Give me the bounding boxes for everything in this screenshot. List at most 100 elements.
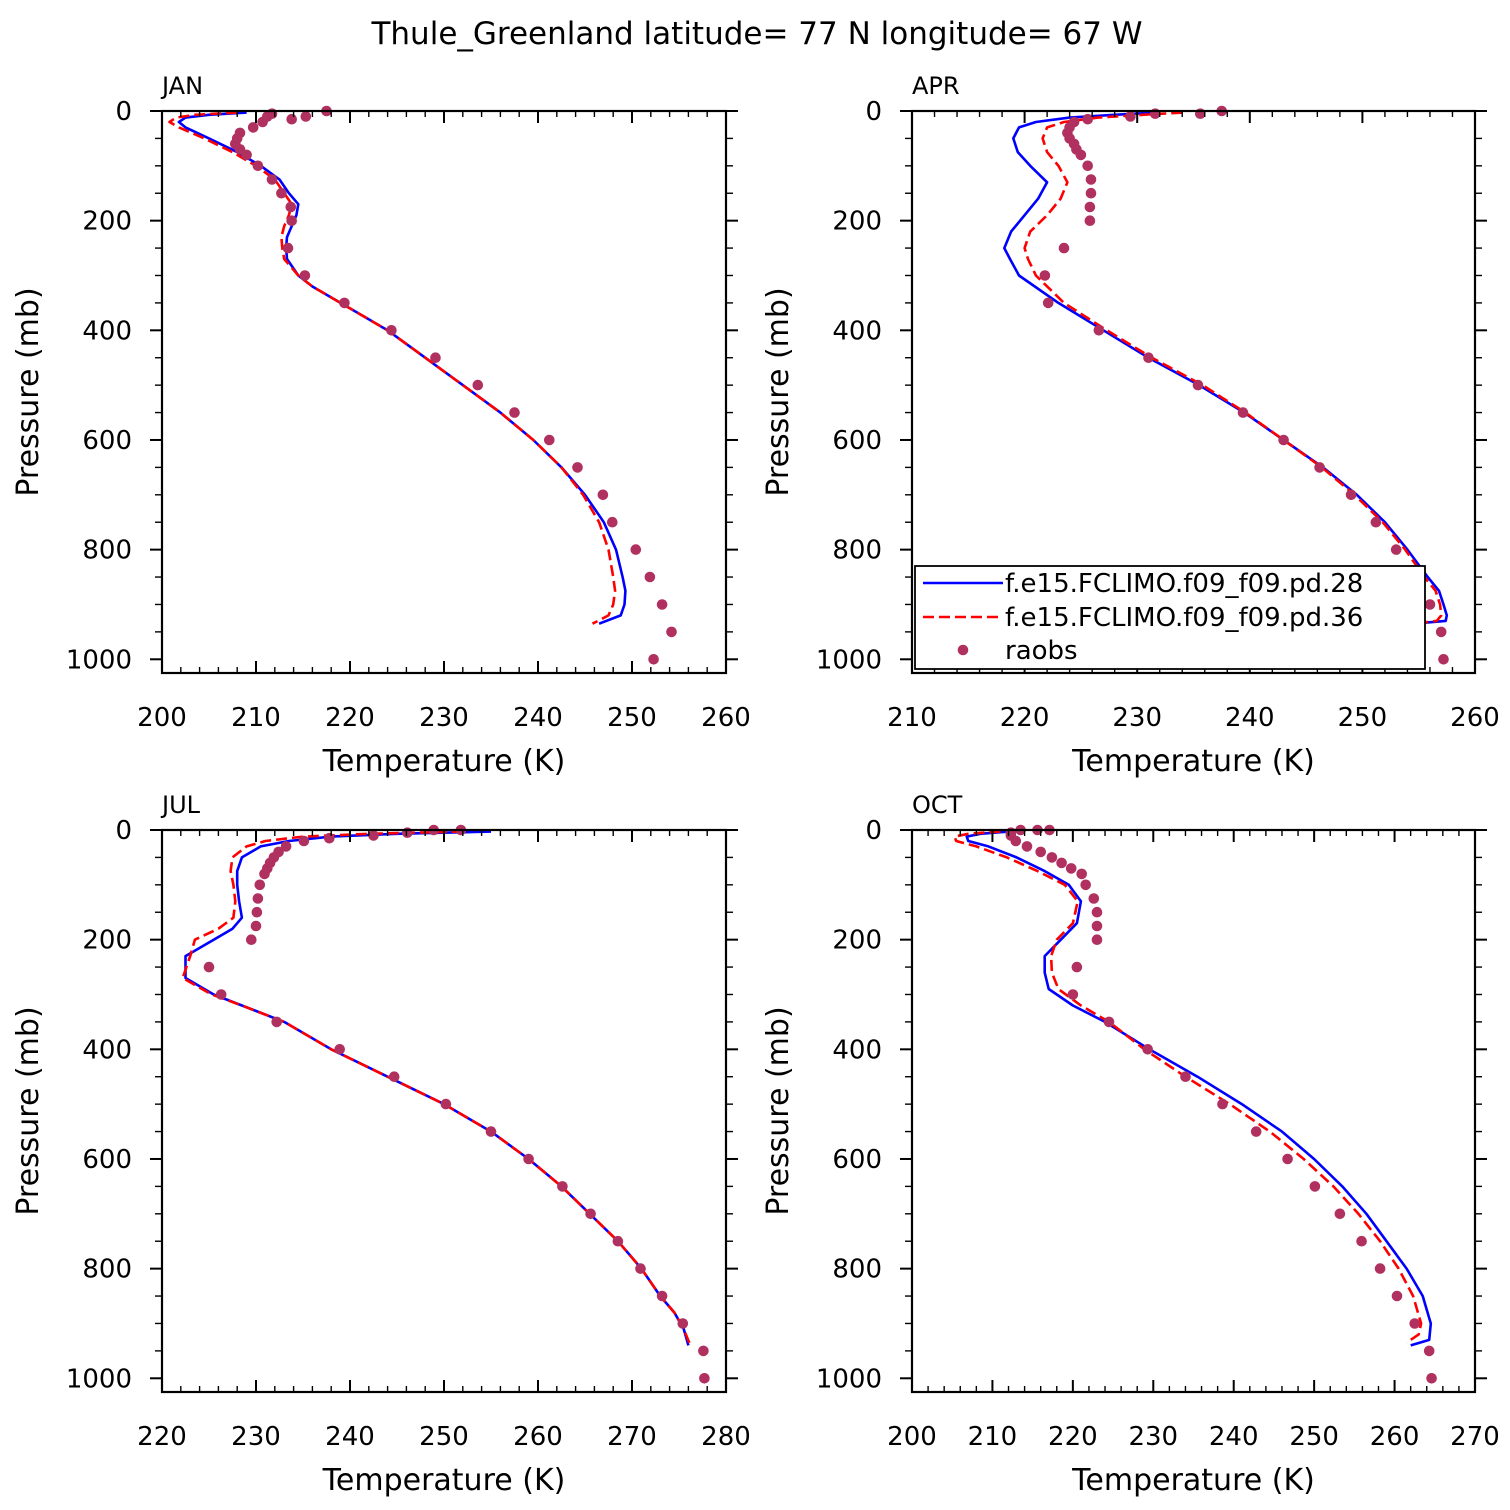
raobs-point bbox=[1082, 160, 1093, 172]
raobs-point bbox=[250, 920, 262, 932]
raobs-point bbox=[585, 1208, 596, 1220]
raobs-point bbox=[1314, 462, 1325, 473]
raobs-point bbox=[368, 830, 379, 841]
x-tick-label: 200 bbox=[137, 703, 187, 733]
y-tick-label: 0 bbox=[115, 816, 132, 846]
y-tick-label: 200 bbox=[832, 207, 882, 237]
x-axis-title-apr: Temperature (K) bbox=[1071, 744, 1315, 779]
y-tick-label: 400 bbox=[832, 316, 882, 346]
raobs-point bbox=[1021, 841, 1033, 852]
y-tick-label: 1000 bbox=[66, 645, 132, 675]
raobs-point bbox=[597, 489, 609, 501]
raobs-point bbox=[1080, 879, 1091, 891]
raobs-point bbox=[1424, 599, 1436, 610]
raobs-point bbox=[523, 1153, 534, 1165]
raobs-point bbox=[666, 626, 677, 638]
x-axis-title-oct: Temperature (K) bbox=[1071, 1463, 1315, 1498]
raobs-point bbox=[1192, 379, 1204, 391]
raobs-point bbox=[203, 961, 215, 973]
raobs-point bbox=[1085, 174, 1097, 185]
y-tick-label: 200 bbox=[832, 926, 882, 956]
x-tick-label: 230 bbox=[1112, 703, 1162, 733]
x-tick-label: 220 bbox=[1048, 1422, 1098, 1452]
raobs-point bbox=[286, 215, 298, 226]
series-28-line-jul bbox=[184, 830, 690, 1346]
x-tick-label: 210 bbox=[887, 703, 937, 733]
y-tick-label: 1000 bbox=[816, 1364, 882, 1394]
raobs-point bbox=[1374, 1263, 1386, 1274]
raobs-point bbox=[1426, 1373, 1437, 1384]
y-tick-label: 200 bbox=[82, 926, 132, 956]
raobs-point bbox=[544, 434, 555, 446]
legend-label: raobs bbox=[1005, 636, 1078, 666]
raobs-point bbox=[1039, 270, 1051, 281]
legend-label: f.e15.FCLIMO.f09_f09.pd.28 bbox=[1005, 569, 1363, 599]
panel-apr: APR 210 220 230 240 250 260 0 200 400 600 800 1000 Te… bbox=[761, 72, 1500, 779]
raobs-point bbox=[1237, 407, 1249, 418]
panel-label-jan: JAN bbox=[160, 72, 203, 100]
x-tick-label: 240 bbox=[1225, 703, 1275, 733]
raobs-point bbox=[282, 242, 294, 254]
y-axis-title-oct: Pressure (mb) bbox=[761, 1006, 796, 1215]
raobs-point bbox=[1125, 111, 1136, 122]
raobs-point bbox=[1370, 516, 1382, 528]
raobs-point bbox=[257, 116, 268, 128]
x-tick-label: 240 bbox=[513, 703, 563, 733]
raobs-point bbox=[1438, 654, 1449, 665]
raobs-point bbox=[1076, 868, 1087, 880]
raobs-point bbox=[656, 1290, 668, 1302]
raobs-markers-jan bbox=[230, 105, 677, 665]
y-tick-label: 400 bbox=[82, 316, 132, 346]
raobs-point bbox=[299, 270, 311, 281]
raobs-point bbox=[509, 407, 520, 418]
series-28-line-apr bbox=[1002, 111, 1449, 625]
raobs-point bbox=[1309, 1181, 1321, 1192]
y-tick-label: 400 bbox=[832, 1035, 882, 1065]
y-tick-label: 1000 bbox=[816, 645, 882, 675]
legend: f.e15.FCLIMO.f09_f09.pd.28 f.e15.FCLIMO.f… bbox=[914, 565, 1426, 670]
x-tick-label: 280 bbox=[701, 1422, 751, 1452]
raobs-point bbox=[1390, 544, 1402, 555]
raobs-point bbox=[1345, 489, 1357, 501]
x-tick-label: 240 bbox=[1209, 1422, 1259, 1452]
axes-frame-jan bbox=[160, 109, 728, 675]
raobs-point bbox=[386, 325, 397, 336]
y-tick-label: 800 bbox=[832, 536, 882, 566]
raobs-point bbox=[1046, 852, 1058, 863]
raobs-point bbox=[1143, 352, 1154, 364]
raobs-point bbox=[1142, 1044, 1153, 1055]
x-axis-title-jul: Temperature (K) bbox=[322, 1463, 566, 1498]
figure-title: Thule_Greenland latitude= 77 N longitude… bbox=[370, 16, 1142, 52]
y-axis-title-jan: Pressure (mb) bbox=[11, 287, 46, 496]
x-tick-label: 260 bbox=[701, 703, 751, 733]
raobs-point bbox=[1334, 1208, 1346, 1220]
raobs-point bbox=[286, 113, 298, 125]
raobs-point bbox=[1435, 626, 1447, 638]
x-tick-label: 230 bbox=[419, 703, 469, 733]
raobs-point bbox=[280, 841, 292, 852]
raobs-point bbox=[1217, 1098, 1228, 1110]
x-tick-label: 220 bbox=[325, 703, 375, 733]
x-axis-title-jan: Temperature (K) bbox=[322, 744, 566, 779]
x-tick-label: 210 bbox=[968, 1422, 1018, 1452]
raobs-point bbox=[276, 187, 287, 199]
raobs-point bbox=[1035, 846, 1046, 858]
series-28-line-jan bbox=[177, 111, 627, 625]
y-tick-label: 1000 bbox=[66, 1364, 132, 1394]
raobs-point bbox=[1082, 113, 1093, 125]
raobs-point bbox=[298, 835, 310, 847]
series-36-line-jul bbox=[181, 830, 692, 1346]
x-tick-label: 220 bbox=[137, 1422, 187, 1452]
raobs-point bbox=[648, 654, 659, 665]
raobs-point bbox=[300, 111, 312, 122]
series-36-line-jan bbox=[168, 111, 617, 625]
raobs-point bbox=[1075, 149, 1087, 161]
raobs-point bbox=[699, 1373, 710, 1384]
raobs-point bbox=[388, 1071, 400, 1082]
y-axis-title-jul: Pressure (mb) bbox=[11, 1006, 46, 1215]
y-tick-label: 600 bbox=[82, 426, 132, 456]
raobs-point bbox=[607, 516, 618, 528]
raobs-point bbox=[246, 934, 257, 945]
raobs-point bbox=[334, 1044, 346, 1055]
raobs-point bbox=[1042, 297, 1054, 309]
